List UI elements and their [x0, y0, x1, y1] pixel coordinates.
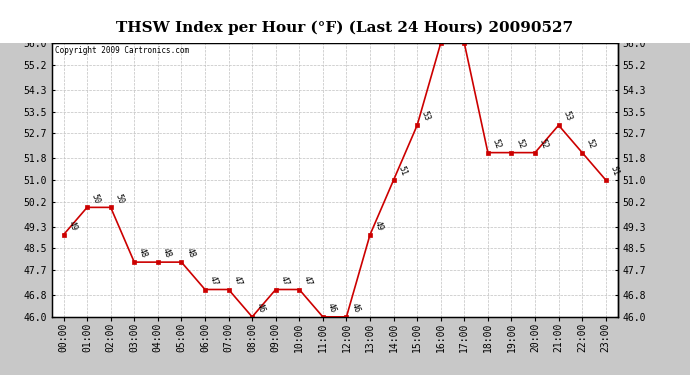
Text: 56: 56 — [444, 28, 455, 40]
Text: THSW Index per Hour (°F) (Last 24 Hours) 20090527: THSW Index per Hour (°F) (Last 24 Hours)… — [117, 21, 573, 35]
Text: Copyright 2009 Cartronics.com: Copyright 2009 Cartronics.com — [55, 46, 188, 55]
Text: 49: 49 — [66, 219, 78, 232]
Text: 48: 48 — [184, 247, 196, 259]
Text: 48: 48 — [137, 247, 149, 259]
Text: 48: 48 — [161, 247, 172, 259]
Text: 52: 52 — [585, 137, 597, 150]
Text: 46: 46 — [255, 302, 267, 314]
Text: 47: 47 — [302, 274, 314, 287]
Text: 51: 51 — [396, 165, 408, 177]
Text: 50: 50 — [90, 192, 101, 205]
Text: 47: 47 — [279, 274, 290, 287]
Text: 52: 52 — [514, 137, 526, 150]
Text: 47: 47 — [208, 274, 219, 287]
Text: 56: 56 — [467, 28, 479, 40]
Text: 53: 53 — [562, 110, 573, 123]
Text: 46: 46 — [326, 302, 337, 314]
Text: 52: 52 — [538, 137, 550, 150]
Text: 49: 49 — [373, 219, 384, 232]
Text: 50: 50 — [113, 192, 126, 205]
Text: 52: 52 — [491, 137, 502, 150]
Text: 47: 47 — [231, 274, 243, 287]
Text: 53: 53 — [420, 110, 432, 123]
Text: 51: 51 — [609, 165, 620, 177]
Text: 46: 46 — [349, 302, 361, 314]
